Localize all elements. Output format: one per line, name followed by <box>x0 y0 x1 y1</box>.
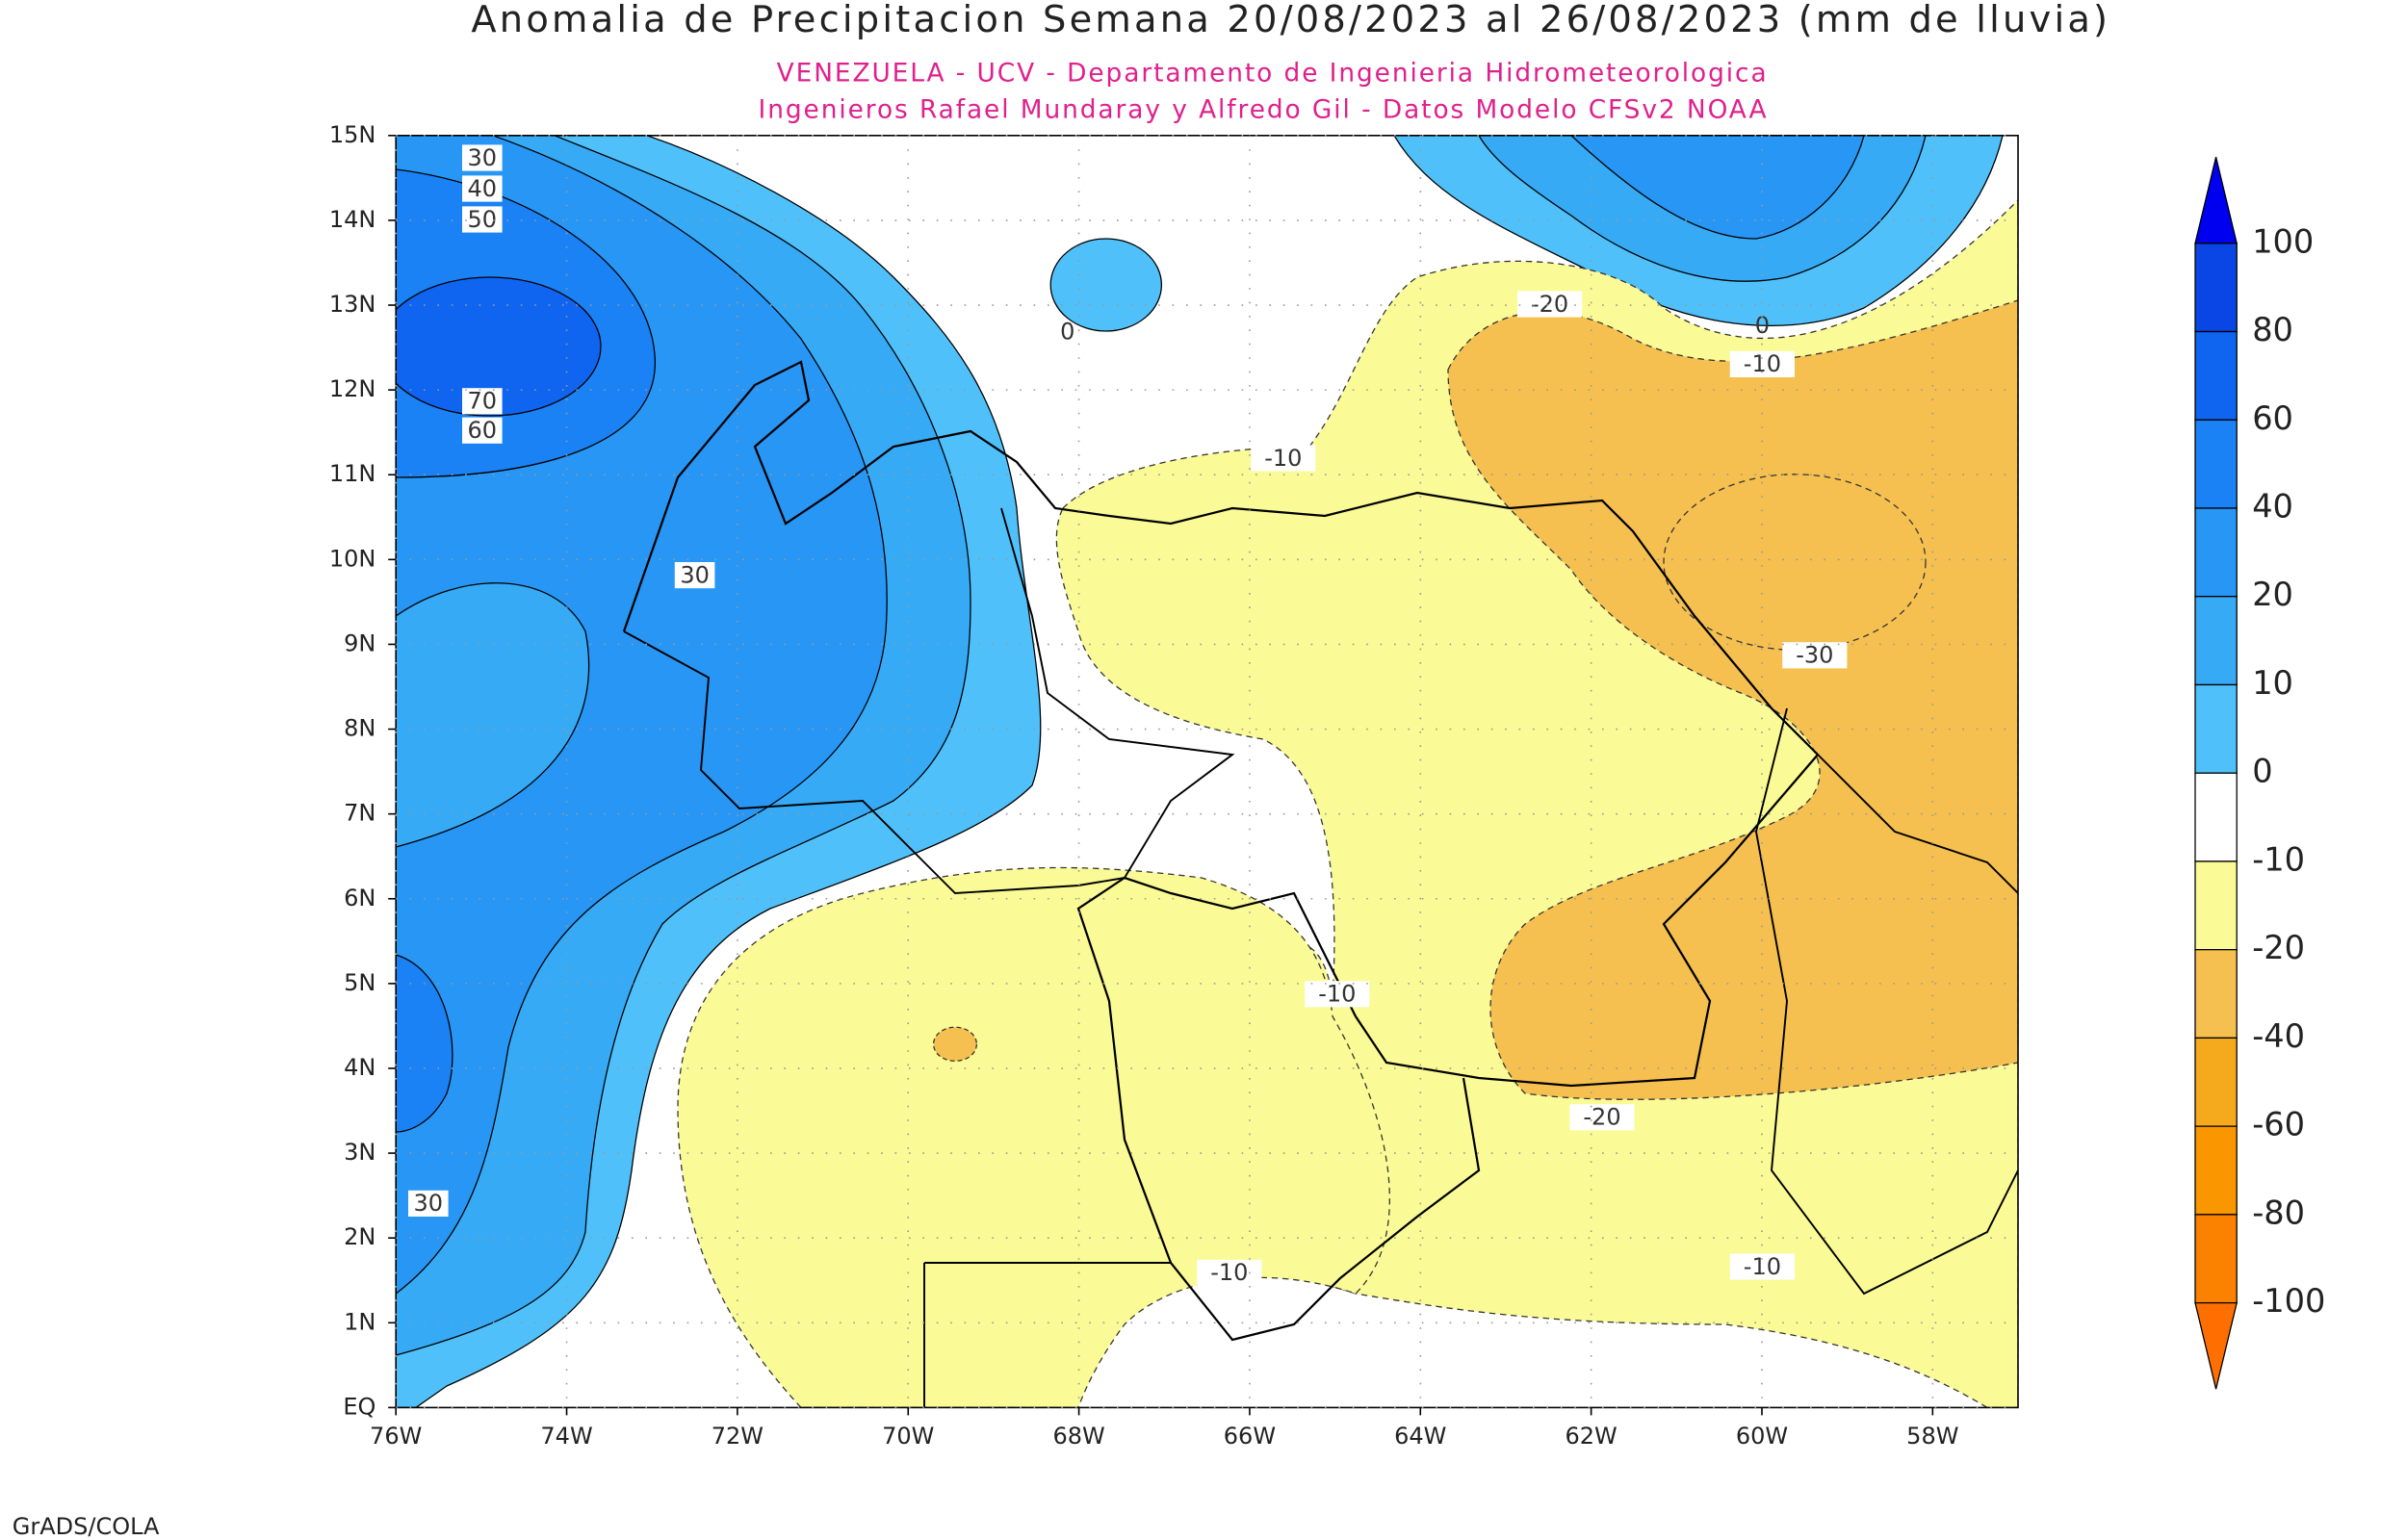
y-tick-label: 15N <box>329 121 376 148</box>
colorbar-box <box>2194 596 2238 686</box>
area-0-10-island <box>1049 238 1163 332</box>
border <box>923 707 2018 1408</box>
colorbar-label: 80 <box>2252 311 2293 348</box>
contour-label: 30 <box>468 144 498 171</box>
area-60-80 <box>396 276 602 417</box>
y-tick-label: 8N <box>344 715 375 742</box>
colorbar-label: -10 <box>2252 840 2305 878</box>
y-tick-label: 5N <box>344 969 375 996</box>
colorbar-label: -100 <box>2252 1282 2325 1320</box>
contour-label: -10 <box>1318 981 1356 1008</box>
colorbar-box <box>2194 507 2238 598</box>
colorbar-label: 0 <box>2252 753 2272 790</box>
field <box>396 135 2018 1408</box>
x-tick-label: 66W <box>1224 1423 1276 1450</box>
x-tick-label: 58W <box>1906 1423 1958 1450</box>
x-tick-label: 68W <box>1052 1423 1104 1450</box>
y-tick-label: 9N <box>344 629 375 656</box>
area-40-60-south <box>396 954 453 1133</box>
area-20-10-inner <box>396 582 590 848</box>
x-tick-label: 76W <box>370 1423 422 1450</box>
y-tick-label: 3N <box>344 1139 375 1166</box>
x-tick-label: 72W <box>712 1423 764 1450</box>
contour-label: 0 <box>1755 312 1770 339</box>
y-tick-label: 7N <box>344 800 375 827</box>
colorbar-box <box>2194 1037 2238 1127</box>
y-tick-label: 6N <box>344 885 375 911</box>
contour-label: 60 <box>468 417 498 444</box>
border <box>622 360 1820 1342</box>
y-tick-label: 12N <box>329 375 376 402</box>
colorbar-box <box>2194 860 2238 951</box>
y-tick-label: 1N <box>344 1308 375 1335</box>
colorbar-box <box>2194 1214 2238 1304</box>
y-tick-label: 4N <box>344 1054 375 1081</box>
contour-label: 40 <box>468 175 498 202</box>
contour-label: 50 <box>468 206 498 233</box>
area-20-40-ne <box>1570 135 1865 240</box>
y-tick-label: 14N <box>329 206 376 233</box>
colorbar-label: 20 <box>2252 576 2293 613</box>
colorbar-label: -60 <box>2252 1106 2305 1143</box>
subtitle: Ingenieros Rafael Mundaray y Alfredo Gil… <box>759 95 1769 125</box>
x-tick-label: 60W <box>1736 1423 1788 1450</box>
contour-labels: 30 40 50 70 60 30 30 0 0 -20 -10 -10 -30… <box>408 144 1848 1286</box>
colorbar-label: 40 <box>2252 488 2293 526</box>
colorbar-box <box>2194 683 2238 774</box>
y-tick-label: EQ <box>343 1393 375 1420</box>
contour-label: 70 <box>468 388 498 415</box>
frame <box>395 135 2019 1409</box>
y-tick-label: 11N <box>329 460 376 487</box>
contour-label: 30 <box>414 1190 444 1217</box>
colorbar-box <box>2194 772 2238 862</box>
contour-label: -20 <box>1583 1104 1620 1131</box>
colorbar-label: -40 <box>2252 1017 2305 1055</box>
x-tick-label: 62W <box>1565 1423 1617 1450</box>
colorbar-label: 10 <box>2252 664 2293 702</box>
x-tick-label: 74W <box>540 1423 592 1450</box>
contour-label: -30 <box>1796 642 1833 669</box>
subtitle: VENEZUELA - UCV - Departamento de Ingeni… <box>777 58 1769 88</box>
contour-label: 30 <box>680 561 710 588</box>
y-tick-label: 2N <box>344 1223 375 1250</box>
footer: GrADS/COLA <box>13 1513 160 1540</box>
contour-label: -10 <box>1264 445 1302 472</box>
contour-label: 0 <box>1060 319 1074 346</box>
contour-label: -10 <box>1744 1253 1781 1280</box>
x-tick-label: 64W <box>1394 1423 1446 1450</box>
contour-label: -10 <box>1210 1259 1248 1286</box>
y-tick-label: 10N <box>329 545 376 572</box>
colorbar-box <box>2194 1125 2238 1216</box>
colorbar-box <box>2194 949 2238 1040</box>
y-tick-label: 13N <box>329 291 376 318</box>
colorbar-label: -80 <box>2252 1194 2305 1231</box>
contour-label: -10 <box>1744 350 1781 377</box>
colorbar-triangle <box>2194 157 2239 244</box>
x-tick-label: 70W <box>882 1423 934 1450</box>
colorbar-label: -20 <box>2252 929 2305 966</box>
area-neg-20-40-small <box>932 1026 978 1063</box>
colorbar-label: 100 <box>2252 222 2314 260</box>
colorbar-box <box>2194 243 2238 333</box>
border <box>623 507 1235 894</box>
contour-label: -20 <box>1531 291 1568 318</box>
title: Anomalia de Precipitacion Semana 20/08/2… <box>471 0 2110 41</box>
colorbar-triangle <box>2194 1301 2239 1390</box>
colorbar-box <box>2194 330 2238 421</box>
colorbar-box <box>2194 419 2238 509</box>
colorbar-label: 60 <box>2252 399 2293 437</box>
